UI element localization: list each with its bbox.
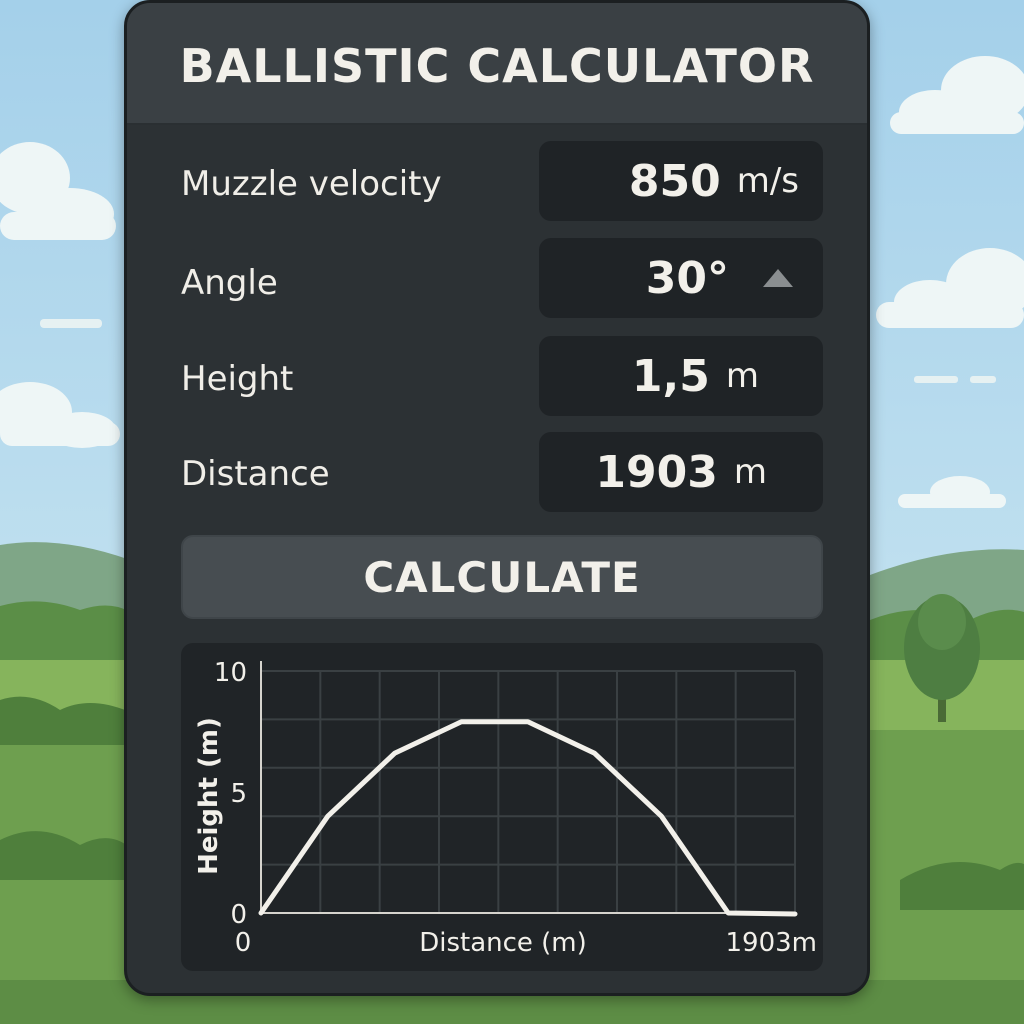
x-axis-title: Distance (m) <box>419 928 587 958</box>
distance-output: 1903 m <box>539 432 823 512</box>
calculator-panel: BALLISTIC CALCULATOR Muzzle velocity 850… <box>124 0 870 996</box>
distance-unit: m <box>733 452 767 492</box>
cloud <box>0 142 116 240</box>
angle-label: Angle <box>181 263 278 303</box>
y-tick-label: 5 <box>230 779 247 809</box>
muzzle-velocity-value: 850 <box>628 155 721 207</box>
height-value: 1,5 <box>631 350 710 402</box>
increment-arrow-icon[interactable] <box>763 269 793 287</box>
calculate-button[interactable]: CALCULATE <box>181 535 823 619</box>
distance-label: Distance <box>181 454 330 494</box>
x-tick-label: 1903m <box>726 928 818 958</box>
panel-header: BALLISTIC CALCULATOR <box>127 3 867 125</box>
cloud <box>890 56 1024 134</box>
x-tick-label: 0 <box>235 928 252 958</box>
cloud <box>876 248 1024 328</box>
trajectory-chart-svg: 10 5 00 1903m Distance (m) Height (m) <box>194 658 818 958</box>
muzzle-velocity-unit: m/s <box>736 161 799 201</box>
muzzle-velocity-input[interactable]: 850 m/s <box>539 141 823 221</box>
trajectory-chart: 10 5 0 0 1903m Distance (m) Height (m) <box>181 643 823 971</box>
trajectory-curve <box>258 719 798 917</box>
y-tick-label: 0 <box>230 900 247 930</box>
cloud <box>0 382 120 448</box>
distance-value: 1903 <box>595 446 718 498</box>
y-tick-label: 10 <box>214 658 247 688</box>
app-title: BALLISTIC CALCULATOR <box>179 39 815 93</box>
height-input[interactable]: 1,5 m <box>539 336 823 416</box>
height-label: Height <box>181 359 294 399</box>
angle-input[interactable]: 30° <box>539 238 823 318</box>
cloud <box>898 476 1006 508</box>
angle-value: 30° <box>645 252 729 304</box>
y-axis-title: Height (m) <box>194 717 224 875</box>
height-unit: m <box>725 356 759 396</box>
muzzle-velocity-label: Muzzle velocity <box>181 164 442 204</box>
